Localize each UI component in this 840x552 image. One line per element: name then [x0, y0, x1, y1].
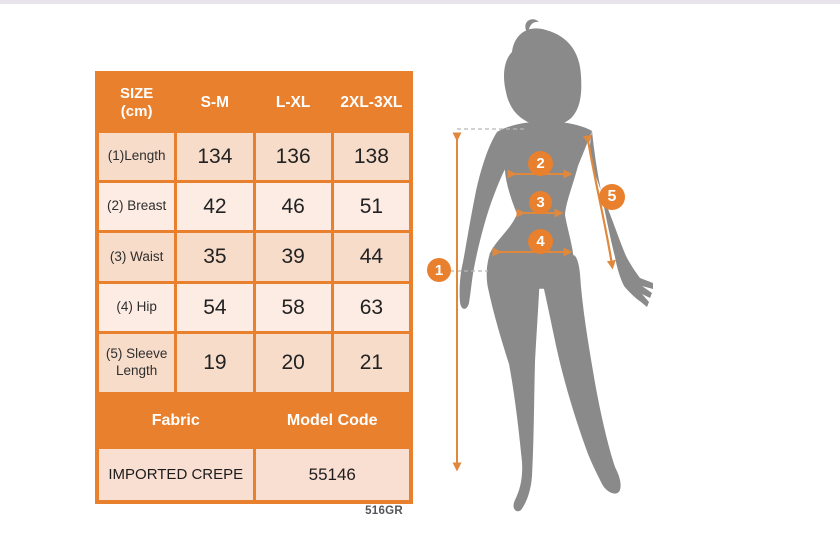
fabric-header: Fabric: [99, 395, 253, 446]
length-value-lxl: 136: [255, 133, 331, 180]
row-label-breast: (2) Breast: [99, 183, 175, 230]
column-header-s-m: S-M: [177, 75, 253, 130]
hip-value-sm: 54: [177, 284, 253, 331]
breast-value-sm: 42: [177, 183, 253, 230]
hip-value-2xl: 63: [333, 284, 409, 331]
silhouette-right-arm: [589, 131, 653, 307]
marker-2-breast: 2: [528, 151, 553, 176]
model-code-value: 55146: [255, 449, 409, 500]
silhouette-hair-flip: [525, 19, 539, 34]
sleeve-value-2xl: 21: [333, 334, 409, 392]
fabric-value: IMPORTED CREPE: [99, 449, 253, 500]
row-label-hip: (4) Hip: [99, 284, 175, 331]
length-value-sm: 134: [177, 133, 253, 180]
row-label-sleeve: (5) Sleeve Length: [99, 334, 175, 392]
hip-value-lxl: 58: [255, 284, 331, 331]
waist-value-lxl: 39: [255, 233, 331, 281]
size-chart-table: SIZE (cm) S-M L-XL 2XL-3XL (1)Length 134…: [95, 71, 413, 504]
female-silhouette: [443, 19, 653, 512]
marker-5-sleeve: 5: [599, 184, 625, 210]
sleeve-value-sm: 19: [177, 334, 253, 392]
measurement-figure: [430, 10, 670, 525]
length-value-2xl: 138: [333, 133, 409, 180]
size-title-line2: (cm): [120, 102, 153, 120]
sleeve-value-lxl: 20: [255, 334, 331, 392]
silhouette-body: [459, 19, 653, 512]
row-label-waist: (3) Waist: [99, 233, 175, 281]
model-code-header: Model Code: [255, 395, 409, 446]
waist-value-2xl: 44: [333, 233, 409, 281]
silhouette-hair: [504, 28, 582, 127]
style-code-text: 516GR: [365, 505, 403, 517]
column-header-l-xl: L-XL: [255, 75, 331, 130]
size-unit-header: SIZE (cm): [99, 75, 175, 130]
column-header-2xl-3xl: 2XL-3XL: [333, 75, 409, 130]
silhouette-left-arm: [459, 132, 506, 309]
breast-value-2xl: 51: [333, 183, 409, 230]
breast-value-lxl: 46: [255, 183, 331, 230]
marker-4-hip: 4: [528, 229, 553, 254]
marker-1-length: 1: [427, 258, 451, 282]
top-divider-line: [0, 0, 840, 4]
silhouette-left-leg: [486, 253, 540, 512]
silhouette-right-leg: [540, 255, 621, 494]
row-label-length: (1)Length: [99, 133, 175, 180]
size-title-line1: SIZE: [119, 84, 154, 102]
marker-3-waist: 3: [529, 191, 552, 214]
waist-value-sm: 35: [177, 233, 253, 281]
